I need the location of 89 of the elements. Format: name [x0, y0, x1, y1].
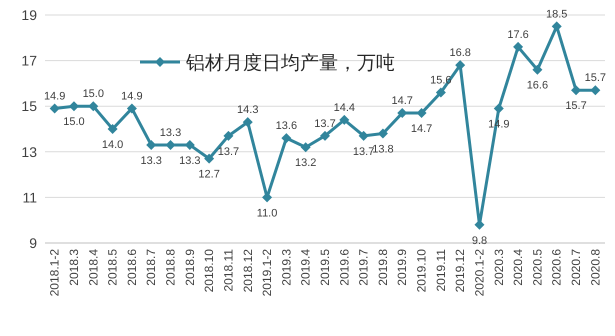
- point: [416, 108, 427, 118]
- x-tick-label: 2019.9: [395, 248, 410, 286]
- data-label: 9.8: [472, 234, 488, 247]
- data-label: 12.7: [198, 168, 220, 181]
- data-label: 15.0: [82, 88, 104, 100]
- data-label: 13.7: [314, 118, 336, 130]
- point: [146, 140, 156, 150]
- x-tick-label: 2018.6: [124, 248, 139, 286]
- x-tick-label: 2020.8: [588, 248, 602, 286]
- x-tick-label: 2018.5: [106, 248, 120, 286]
- data-label: 14.7: [392, 95, 413, 108]
- point: [455, 60, 466, 70]
- x-tick-label: 2020.5: [530, 248, 544, 286]
- point: [204, 154, 214, 164]
- point: [300, 142, 311, 152]
- data-label: 13.2: [294, 157, 316, 170]
- x-tick-label: 2020.7: [569, 248, 584, 286]
- point: [513, 42, 524, 52]
- point: [378, 128, 388, 139]
- data-label: 11.0: [256, 207, 278, 220]
- x-tick-label: 2020.6: [550, 248, 564, 286]
- point: [320, 130, 330, 141]
- point: [339, 114, 350, 125]
- x-tick-label: 2020.1-2: [472, 248, 486, 296]
- y-tick-label: 19: [21, 7, 38, 23]
- data-label: 13.6: [276, 120, 298, 132]
- x-tick-label: 2018.9: [182, 248, 197, 286]
- data-label: 18.5: [546, 8, 568, 20]
- point: [88, 101, 98, 112]
- data-label: 14.3: [237, 104, 258, 116]
- x-tick-label: 2019.12: [453, 248, 468, 292]
- x-tick-label: 2018.10: [202, 248, 216, 292]
- x-tick-label: 2018.3: [66, 248, 81, 286]
- x-tick-label: 2019.7: [356, 248, 371, 286]
- point: [532, 64, 542, 75]
- point: [358, 130, 369, 141]
- point: [242, 117, 253, 128]
- data-label: 16.8: [449, 47, 471, 60]
- legend-label: 铝材月度日均产量，万吨: [185, 52, 395, 74]
- x-tick-label: 2018.4: [86, 248, 100, 286]
- data-label: 14.9: [44, 90, 66, 102]
- x-tick-label: 2018.11: [221, 248, 236, 292]
- x-tick-label: 2019.3: [279, 248, 294, 286]
- data-label: 13.3: [140, 154, 162, 167]
- point: [68, 101, 79, 112]
- x-tick-label: 2020.3: [492, 248, 506, 286]
- x-tick-label: 2019.8: [376, 248, 390, 286]
- data-label: 13.3: [160, 126, 182, 139]
- point: [590, 85, 600, 96]
- point: [223, 130, 234, 141]
- x-tick-label: 2020.4: [511, 248, 526, 286]
- data-label: 13.7: [352, 146, 374, 158]
- y-tick-label: 9: [29, 235, 38, 251]
- point: [552, 21, 562, 32]
- point: [571, 85, 582, 96]
- data-label: 16.6: [526, 80, 548, 92]
- x-tick-label: 2019.10: [414, 248, 429, 292]
- x-tick-label: 2018.1-2: [48, 248, 62, 296]
- x-tick-label: 2019.4: [298, 248, 313, 286]
- data-label: 14.4: [334, 102, 356, 114]
- y-tick-label: 13: [21, 144, 38, 160]
- data-label: 14.9: [121, 90, 143, 102]
- x-tick-label: 2019.5: [318, 248, 332, 286]
- data-label: 13.8: [372, 144, 394, 156]
- point: [126, 103, 137, 114]
- x-tick-label: 2019.11: [434, 248, 448, 292]
- x-tick-label: 2018.8: [164, 248, 178, 286]
- y-tick-label: 15: [21, 98, 38, 114]
- point: [281, 133, 292, 144]
- x-tick-label: 2019.6: [337, 248, 352, 286]
- data-label: 14.0: [102, 139, 124, 151]
- data-label: 17.6: [507, 28, 529, 41]
- data-label: 13.3: [179, 154, 201, 167]
- x-tick-label: 2018.7: [144, 248, 158, 286]
- data-label: 14.7: [410, 123, 432, 136]
- point: [184, 140, 195, 150]
- point: [50, 103, 60, 114]
- data-label: 13.7: [218, 146, 240, 158]
- y-tick-label: 17: [21, 52, 38, 69]
- data-label: 15.0: [63, 116, 85, 128]
- data-label: 15.7: [584, 72, 606, 84]
- point: [436, 88, 446, 98]
- point: [108, 124, 118, 134]
- point: [397, 108, 408, 118]
- y-tick-label: 11: [22, 189, 38, 206]
- data-label: 15.7: [565, 100, 587, 112]
- x-tick-label: 2019.1-2: [260, 248, 274, 296]
- point: [494, 103, 504, 114]
- x-tick-label: 2018.12: [240, 248, 255, 292]
